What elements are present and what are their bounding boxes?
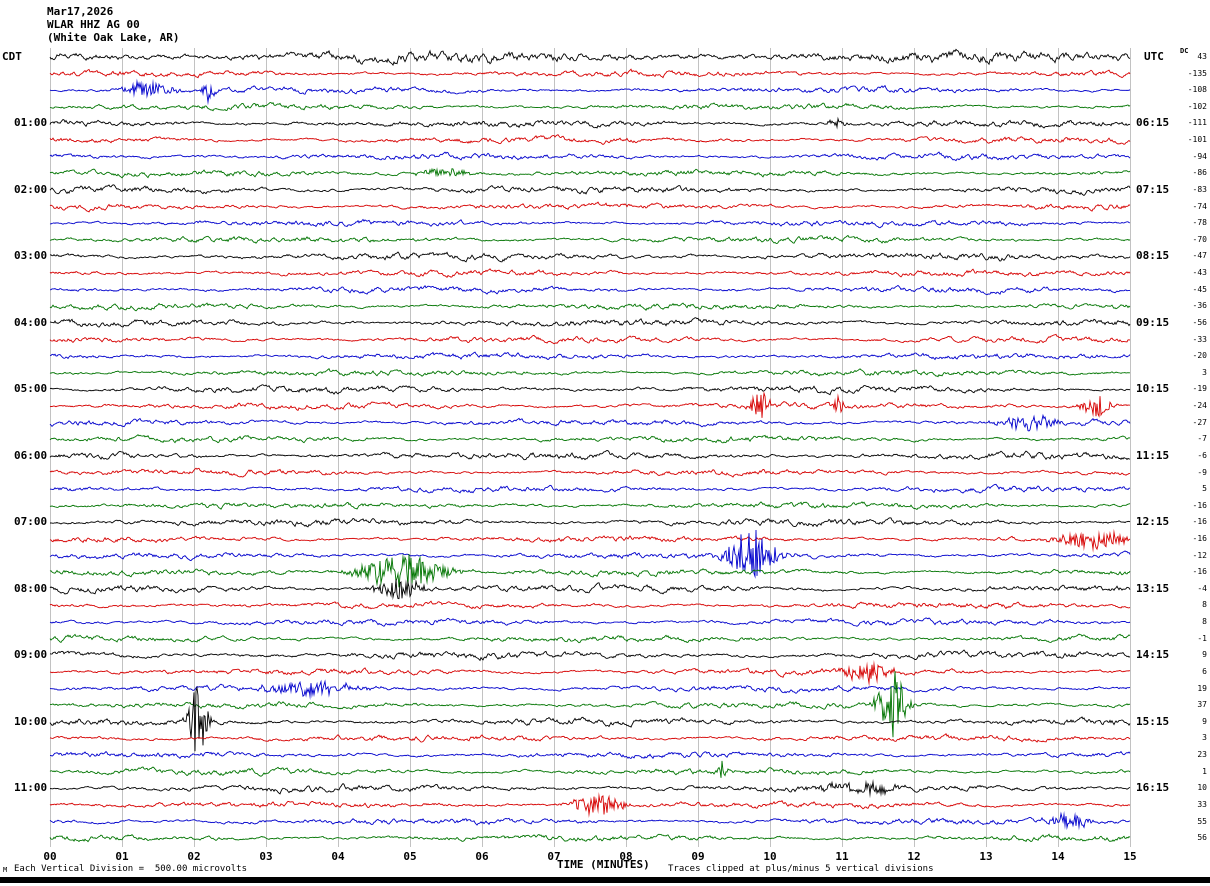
- dc-value: 19: [1197, 683, 1207, 693]
- dc-value: 8: [1202, 617, 1207, 627]
- right-time-label: 13:15: [1136, 581, 1170, 595]
- plot-date: Mar17,2026: [47, 5, 114, 18]
- x-tick-label: 13: [979, 850, 993, 863]
- right-timezone-label: UTC: [1144, 50, 1164, 63]
- x-tick-label: 09: [691, 850, 705, 863]
- left-time-label: 04:00: [14, 315, 48, 329]
- right-time-label: 15:15: [1136, 714, 1170, 728]
- dc-value: -111: [1187, 118, 1207, 128]
- dc-value: -135: [1187, 68, 1207, 78]
- dc-value: -20: [1192, 351, 1207, 361]
- dc-value: -16: [1192, 533, 1207, 543]
- x-tick-label: 06: [475, 850, 489, 863]
- right-time-label: 07:15: [1136, 182, 1170, 196]
- dc-value: -16: [1192, 567, 1207, 577]
- x-tick-label: 08: [619, 850, 633, 863]
- dc-value: 1: [1202, 766, 1207, 776]
- footer-mark: M: [3, 866, 8, 874]
- x-tick-label: 05: [403, 850, 417, 863]
- dc-value: 5: [1202, 484, 1207, 494]
- station-code: WLAR HHZ AG 00: [47, 18, 140, 31]
- x-axis-title: TIME (MINUTES): [557, 858, 650, 871]
- dc-value: 56: [1197, 833, 1207, 843]
- left-time-label: 10:00: [14, 714, 48, 728]
- right-time-label: 16:15: [1136, 781, 1170, 795]
- dc-value: 43: [1197, 52, 1207, 61]
- clip-note: Traces clipped at plus/minus 5 vertical …: [668, 864, 934, 874]
- dc-value: 6: [1202, 666, 1207, 676]
- x-tick-label: 10: [763, 850, 777, 863]
- dc-value: -102: [1187, 101, 1207, 111]
- station-name: (White Oak Lake, AR): [47, 31, 180, 44]
- dc-value: -83: [1192, 184, 1207, 194]
- dc-value: -74: [1192, 201, 1207, 211]
- dc-value: -45: [1192, 284, 1207, 294]
- dc-value: 3: [1202, 733, 1207, 743]
- dc-value: -108: [1187, 85, 1207, 95]
- left-time-label: 09:00: [14, 648, 48, 662]
- dc-value: 23: [1197, 750, 1207, 760]
- right-time-label: 08:15: [1136, 249, 1170, 263]
- dc-value: 55: [1197, 816, 1207, 826]
- dc-value: -43: [1192, 268, 1207, 278]
- dc-value: 10: [1197, 783, 1207, 793]
- left-time-label: 05:00: [14, 382, 48, 396]
- dc-value: -86: [1192, 168, 1207, 178]
- dc-value: 9: [1202, 650, 1207, 660]
- left-time-label: 08:00: [14, 581, 48, 595]
- dc-value: -9: [1197, 467, 1207, 477]
- left-time-label: 07:00: [14, 515, 48, 529]
- dc-value: -16: [1192, 517, 1207, 527]
- x-tick-label: 01: [115, 850, 129, 863]
- dc-value: -101: [1187, 135, 1207, 145]
- x-tick-label: 03: [259, 850, 273, 863]
- dc-value: -36: [1192, 301, 1207, 311]
- dc-value: -16: [1192, 500, 1207, 510]
- dc-value: -78: [1192, 218, 1207, 228]
- dc-value: 8: [1202, 600, 1207, 610]
- dc-value: -56: [1192, 317, 1207, 327]
- dc-value: 3: [1202, 367, 1207, 377]
- left-time-label: 03:00: [14, 249, 48, 263]
- dc-value: 33: [1197, 799, 1207, 809]
- bottom-bar: [0, 877, 1210, 883]
- x-tick-label: 02: [187, 850, 201, 863]
- dc-value: 9: [1202, 716, 1207, 726]
- dc-value: -27: [1192, 417, 1207, 427]
- left-time-label: 01:00: [14, 116, 48, 130]
- left-timezone-label: CDT: [2, 50, 22, 63]
- dc-value: -94: [1192, 151, 1207, 161]
- x-tick-label: 12: [907, 850, 921, 863]
- x-tick-label: 15: [1123, 850, 1137, 863]
- dc-value: -1: [1197, 633, 1207, 643]
- right-time-label: 10:15: [1136, 382, 1170, 396]
- right-time-label: 11:15: [1136, 448, 1170, 462]
- dc-value: -19: [1192, 384, 1207, 394]
- scale-note: Each Vertical Division = 500.00 microvol…: [14, 864, 247, 874]
- right-time-label: 06:15: [1136, 116, 1170, 130]
- dc-value: 37: [1197, 700, 1207, 710]
- right-time-label: 12:15: [1136, 515, 1170, 529]
- dc-value: -4: [1197, 583, 1207, 593]
- dc-value: -70: [1192, 234, 1207, 244]
- left-time-label: 11:00: [14, 781, 48, 795]
- dc-value: -12: [1192, 550, 1207, 560]
- x-tick-label: 07: [547, 850, 561, 863]
- x-tick-label: 00: [43, 850, 57, 863]
- x-tick-label: 14: [1051, 850, 1065, 863]
- dc-value: -47: [1192, 251, 1207, 261]
- dc-value: -7: [1197, 434, 1207, 444]
- dc-column-header: DC: [1180, 47, 1189, 55]
- right-time-label: 09:15: [1136, 315, 1170, 329]
- x-tick-label: 04: [331, 850, 345, 863]
- dc-value: -24: [1192, 401, 1207, 411]
- left-time-label: 06:00: [14, 448, 48, 462]
- left-time-label: 02:00: [14, 182, 48, 196]
- dc-value: -33: [1192, 334, 1207, 344]
- x-tick-label: 11: [835, 850, 849, 863]
- right-time-label: 14:15: [1136, 648, 1170, 662]
- dc-value: -6: [1197, 450, 1207, 460]
